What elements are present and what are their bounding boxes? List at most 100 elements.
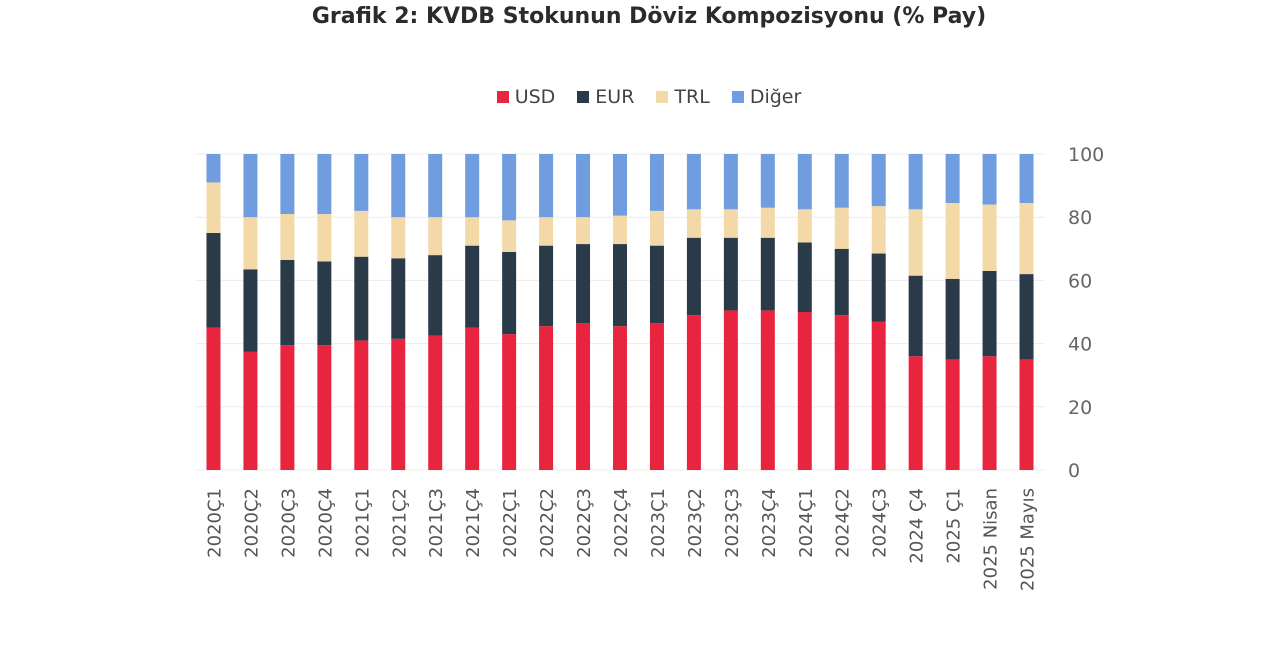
y-tick-label: 80 xyxy=(1068,207,1092,229)
legend-item-trl: TRL xyxy=(656,86,710,108)
bar-segment-trl xyxy=(243,217,258,270)
bar-segment-eur xyxy=(760,237,775,311)
bar-segment-trl xyxy=(649,210,664,246)
bar-segment-trl xyxy=(982,204,997,271)
bar-segment-dier xyxy=(613,154,627,216)
bar-segment-trl xyxy=(354,210,369,257)
legend-item-eur: EUR xyxy=(577,86,634,108)
bar-segment-trl xyxy=(539,217,554,246)
bar-segment-trl xyxy=(502,220,517,252)
bar-segment-dier xyxy=(982,154,997,205)
x-tick-label: 2020Ç3 xyxy=(278,488,299,558)
bar-segment-usd xyxy=(686,315,701,470)
x-axis: 2020Ç1 2020Ç2 2020Ç3 2020Ç4 2021Ç1 2021Ç2 2021… xyxy=(204,488,1038,591)
bar-segment-dier xyxy=(1019,154,1034,203)
bar-segment-usd xyxy=(576,323,591,470)
bar-segment-eur xyxy=(391,258,406,339)
x-tick-label: 2024 Ç4 xyxy=(907,488,928,564)
x-tick-label: 2025 Mayıs xyxy=(1018,488,1039,591)
bar-segment-usd xyxy=(1019,359,1034,470)
bar-segment-eur xyxy=(539,245,554,327)
bar-segment-eur xyxy=(797,242,812,312)
bar-segment-eur xyxy=(834,248,849,316)
bar-segment-usd xyxy=(243,351,258,470)
y-axis: 0 20 40 60 80 100 xyxy=(1068,144,1104,482)
bar-segment-usd xyxy=(465,327,480,470)
bar-segment-trl xyxy=(723,209,738,238)
bars xyxy=(206,154,1034,470)
x-tick-label: 2022Ç3 xyxy=(574,488,595,558)
x-tick-label: 2023Ç1 xyxy=(648,488,669,558)
bar-segment-trl xyxy=(797,209,812,243)
bar-segment-eur xyxy=(908,275,923,357)
bar-segment-dier xyxy=(280,154,295,215)
bar-segment-trl xyxy=(871,206,886,254)
bar-segment-usd xyxy=(871,321,886,470)
legend-label-trl: TRL xyxy=(674,86,710,108)
x-tick-label: 2021Ç1 xyxy=(352,488,373,558)
bar-segment-dier xyxy=(760,154,775,208)
bar-segment-eur xyxy=(686,237,701,316)
bar-segment-usd xyxy=(908,356,923,470)
bar-segment-usd xyxy=(354,340,369,470)
bar-segment-usd xyxy=(539,326,554,470)
x-tick-label: 2020Ç2 xyxy=(241,488,262,558)
x-tick-label: 2021Ç4 xyxy=(463,488,484,558)
bar-segment-eur xyxy=(280,259,295,346)
y-tick-label: 20 xyxy=(1068,397,1092,419)
bar-segment-trl xyxy=(686,209,701,238)
x-tick-label: 2023Ç2 xyxy=(685,488,706,558)
bar-segment-eur xyxy=(317,261,332,346)
bar-segment-trl xyxy=(613,215,627,245)
chart-title: Grafik 2: KVDB Stokunun Döviz Kompozisyo… xyxy=(311,4,987,29)
bar-segment-trl xyxy=(391,217,406,259)
bar-segment-dier xyxy=(539,154,554,218)
bar-segment-dier xyxy=(945,154,960,203)
bar-segment-dier xyxy=(871,154,886,207)
x-tick-label: 2023Ç3 xyxy=(722,488,743,558)
bar-segment-eur xyxy=(1019,274,1034,360)
y-tick-label: 100 xyxy=(1068,144,1104,166)
x-tick-label: 2024Ç1 xyxy=(796,488,817,558)
bar-segment-eur xyxy=(243,269,258,352)
bar-segment-trl xyxy=(908,209,923,276)
x-tick-label: 2020Ç1 xyxy=(204,488,225,558)
x-tick-label: 2021Ç2 xyxy=(389,488,410,558)
bar-segment-trl xyxy=(317,214,332,262)
x-tick-label: 2022Ç2 xyxy=(537,488,558,558)
bar-segment-trl xyxy=(465,217,480,246)
bar-segment-trl xyxy=(945,202,960,279)
bar-segment-usd xyxy=(982,356,997,470)
bar-segment-usd xyxy=(391,338,406,470)
bar-segment-eur xyxy=(871,253,886,322)
y-tick-label: 60 xyxy=(1068,270,1092,292)
legend-item-diger: Diğer xyxy=(731,86,801,108)
bar-segment-trl xyxy=(280,214,295,260)
bar-segment-eur xyxy=(206,233,221,328)
bar-segment-usd xyxy=(428,335,443,470)
x-tick-label: 2025 Ç1 xyxy=(944,488,965,564)
x-tick-label: 2025 Nisan xyxy=(981,488,1002,590)
legend-swatch-eur xyxy=(577,91,590,103)
bar-segment-eur xyxy=(649,245,664,324)
bar-segment-dier xyxy=(354,154,369,211)
legend-swatch-usd xyxy=(496,91,509,103)
x-tick-label: 2021Ç3 xyxy=(426,488,447,558)
bar-segment-dier xyxy=(317,154,332,215)
bar-segment-trl xyxy=(428,217,443,256)
bar-segment-trl xyxy=(576,217,591,245)
bar-segment-eur xyxy=(502,251,517,335)
bar-segment-trl xyxy=(1019,202,1034,275)
legend-swatch-diger xyxy=(731,91,744,103)
bar-segment-dier xyxy=(502,154,517,221)
x-tick-label: 2020Ç4 xyxy=(315,488,336,558)
bar-segment-eur xyxy=(354,256,369,341)
bar-segment-usd xyxy=(797,312,812,470)
bar-segment-eur xyxy=(723,237,738,311)
bar-segment-eur xyxy=(576,244,591,324)
bar-segment-dier xyxy=(391,154,406,218)
legend-label-usd: USD xyxy=(514,86,556,108)
legend-swatch-trl xyxy=(656,91,669,103)
bar-segment-usd xyxy=(723,310,738,470)
